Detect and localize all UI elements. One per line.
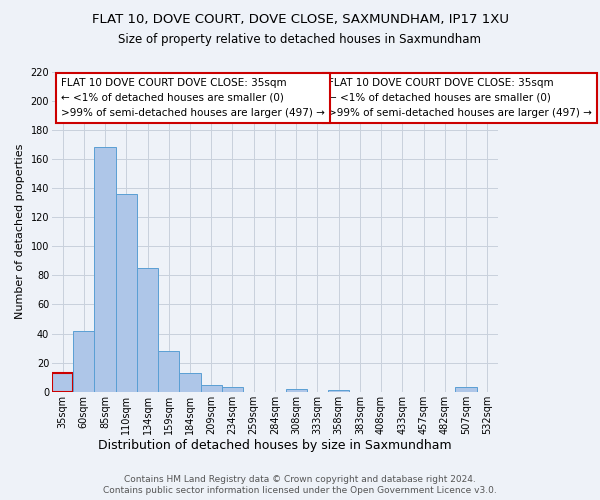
Bar — [222, 388, 243, 392]
Bar — [116, 194, 137, 392]
Bar — [137, 268, 158, 392]
Bar — [52, 373, 73, 392]
Text: FLAT 10 DOVE COURT DOVE CLOSE: 35sqm
← <1% of detached houses are smaller (0)
>9: FLAT 10 DOVE COURT DOVE CLOSE: 35sqm ← <… — [328, 78, 592, 118]
Text: FLAT 10 DOVE COURT DOVE CLOSE: 35sqm
← <1% of detached houses are smaller (0)
>9: FLAT 10 DOVE COURT DOVE CLOSE: 35sqm ← <… — [61, 78, 325, 118]
Text: Size of property relative to detached houses in Saxmundham: Size of property relative to detached ho… — [119, 32, 482, 46]
Bar — [455, 388, 476, 392]
Text: Contains HM Land Registry data © Crown copyright and database right 2024.: Contains HM Land Registry data © Crown c… — [124, 475, 476, 484]
Bar — [179, 373, 200, 392]
Bar — [94, 147, 116, 392]
Text: FLAT 10, DOVE COURT, DOVE CLOSE, SAXMUNDHAM, IP17 1XU: FLAT 10, DOVE COURT, DOVE CLOSE, SAXMUND… — [91, 12, 509, 26]
Y-axis label: Number of detached properties: Number of detached properties — [15, 144, 25, 320]
X-axis label: Distribution of detached houses by size in Saxmundham: Distribution of detached houses by size … — [98, 440, 452, 452]
Bar — [158, 351, 179, 392]
Bar — [200, 384, 222, 392]
Text: Contains public sector information licensed under the Open Government Licence v3: Contains public sector information licen… — [103, 486, 497, 495]
Bar — [328, 390, 349, 392]
Bar — [286, 389, 307, 392]
Bar — [73, 330, 94, 392]
